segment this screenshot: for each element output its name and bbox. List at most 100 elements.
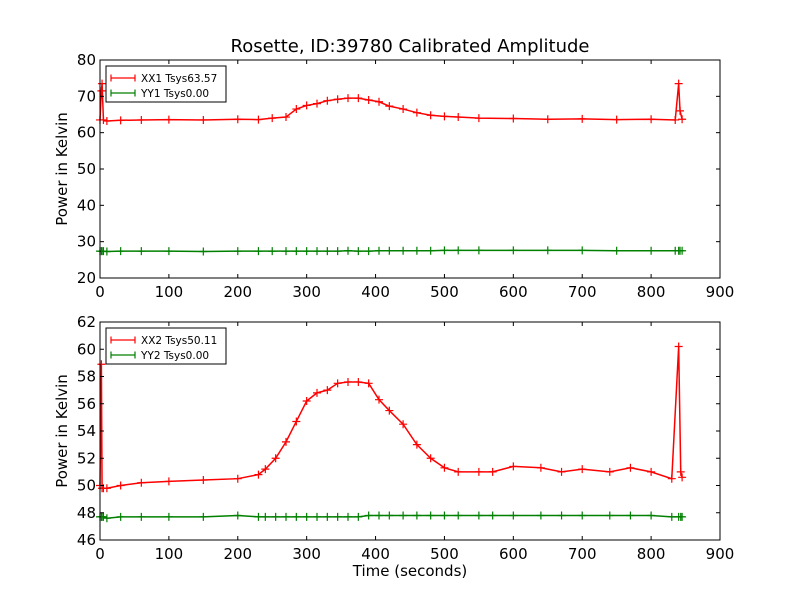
bottom-panel-series-2-point	[292, 512, 301, 521]
top-panel-series-2-point	[612, 246, 621, 255]
top-panel-ytick-label: 50	[77, 160, 96, 178]
top-panel-series-2-point	[302, 247, 311, 256]
top-panel-series-2-point	[323, 247, 332, 256]
top-panel-xtick-label: 0	[95, 283, 105, 301]
bottom-panel-series-1-line	[99, 346, 683, 489]
top-panel-series-1-point	[282, 113, 290, 122]
bottom-panel-series-1-point	[116, 481, 125, 490]
bottom-panel-series-2-point	[509, 511, 518, 520]
bottom-panel-ytick-label: 48	[77, 504, 96, 522]
top-panel-series-1-point	[99, 115, 108, 124]
top-panel-series-1-point	[164, 115, 173, 124]
top-panel-series-2-point	[199, 247, 208, 256]
top-panel-series-1-point	[302, 101, 311, 110]
bottom-panel-series-2-point	[137, 512, 146, 521]
top-panel-xtick-label: 700	[568, 283, 597, 301]
bottom-panel-series-2-point	[333, 512, 342, 521]
bottom-panel-series-2-point	[578, 511, 587, 520]
top-panel-xtick-label: 100	[155, 283, 184, 301]
bottom-panel-series-2-point	[199, 512, 208, 521]
bottom-panel-series-2-point	[102, 514, 111, 523]
bottom-panel-legend: XX2 Tsys50.11 YY2 Tsys0.00	[105, 327, 227, 365]
bottom-panel-xtick-label: 800	[637, 545, 666, 563]
top-panel-series-1-point	[199, 115, 208, 124]
bottom-panel-series-1-point	[292, 417, 301, 426]
top-panel-series-2-point	[678, 246, 687, 255]
bottom-panel-series-1-point	[302, 397, 311, 406]
bottom-panel-series-2-point	[164, 512, 173, 521]
bottom-panel-series-2-point	[626, 511, 635, 520]
top-panel-series-1-point	[647, 115, 656, 124]
bottom-panel-xlabel: Time (seconds)	[352, 562, 468, 580]
bottom-panel-series-2-point	[282, 512, 290, 521]
top-panel-xtick-label: 800	[637, 283, 666, 301]
top-panel-series-1-line	[99, 83, 683, 122]
bottom-panel-series-1-point	[667, 474, 676, 483]
top-panel-series-2-point	[647, 246, 656, 255]
top-panel-legend-label: XX1 Tsys63.57	[141, 73, 217, 85]
bottom-panel-series-1-point	[323, 386, 332, 395]
bottom-panel-xtick-label: 500	[430, 545, 459, 563]
bottom-panel-ytick-label: 50	[77, 477, 96, 495]
top-panel-ytick-label: 40	[77, 196, 96, 214]
top-panel-series-2-point	[364, 247, 373, 256]
top-panel-series-2-point	[399, 246, 408, 255]
top-panel-series-1-point	[412, 108, 421, 117]
bottom-panel-legend-marker	[110, 351, 136, 359]
top-panel-series-1-point	[292, 105, 301, 114]
bottom-panel-series-1-point	[474, 467, 483, 476]
top-panel-series-2-point	[116, 247, 125, 256]
top-panel-series-1-point	[678, 115, 687, 124]
bottom-panel-series-1-point	[605, 467, 614, 476]
top-panel-legend-marker	[110, 89, 136, 97]
bottom-panel-ytick-label: 52	[77, 449, 96, 467]
top-panel-ytick-label: 30	[77, 233, 96, 251]
top-panel-legend-box	[105, 65, 227, 103]
bottom-panel-ytick-label: 58	[77, 368, 96, 386]
top-panel-series-1-point	[116, 116, 125, 125]
top-panel-series-2-point	[292, 247, 301, 256]
bottom-panel-series-1-point	[354, 377, 363, 386]
top-panel-series-1-point	[440, 112, 449, 121]
bottom-panel-ytick-label: 46	[77, 531, 96, 549]
top-panel-series-2-point	[375, 246, 383, 255]
bottom-panel-xtick-label: 0	[95, 545, 105, 563]
bottom-panel-series-1-point	[271, 454, 280, 463]
top-panel-series-2-point	[313, 247, 321, 256]
bottom-panel-xtick-label: 900	[706, 545, 735, 563]
top-panel-series-2-point	[543, 246, 552, 255]
bottom-panel-ytick-label: 56	[77, 395, 96, 413]
top-panel-series-2-point	[509, 246, 518, 255]
bottom-panel-series-2-point	[375, 511, 383, 520]
top-panel-xtick-label: 500	[430, 283, 459, 301]
bottom-panel-series-1-point	[333, 379, 342, 388]
top-panel-series-2-point	[474, 246, 483, 255]
top-panel-series-1-point	[578, 114, 587, 123]
top-panel-series-1-point	[612, 115, 621, 124]
chart-title: Rosette, ID:39780 Calibrated Amplitude	[231, 36, 590, 57]
bottom-panel-series-1-point	[375, 395, 383, 404]
top-panel-xtick-label: 600	[499, 283, 528, 301]
bottom-panel-series-1-point	[509, 462, 518, 471]
bottom-panel-series-2-point	[412, 511, 421, 520]
bottom-panel-series-1-point	[647, 467, 656, 476]
bottom-panel-ytick-label: 60	[77, 340, 96, 358]
bottom-panel-series-2-point	[678, 512, 687, 521]
bottom-panel-series-2-point	[440, 511, 449, 520]
top-panel-xtick-label: 900	[706, 283, 735, 301]
bottom-panel-series-1-point	[364, 379, 373, 388]
bottom-panel-xtick-label: 300	[292, 545, 321, 563]
top-panel-series-1-point	[676, 106, 685, 115]
bottom-panel-xtick-label: 600	[499, 545, 528, 563]
bottom-panel-series-1-point	[488, 467, 497, 476]
bottom-panel-marks	[96, 342, 687, 523]
top-panel-series-1-point	[233, 115, 242, 124]
top-panel-series-1-point	[354, 94, 363, 103]
top-panel-ytick-label: 70	[77, 87, 96, 105]
top-panel-series-1-point	[364, 95, 373, 104]
bottom-panel-xtick-label: 200	[223, 545, 252, 563]
top-panel-series-2-point	[440, 246, 449, 255]
top-panel-series-1-point	[344, 94, 352, 103]
top-panel-series-1-point	[454, 113, 463, 122]
bottom-panel-series-2-point	[323, 512, 332, 521]
